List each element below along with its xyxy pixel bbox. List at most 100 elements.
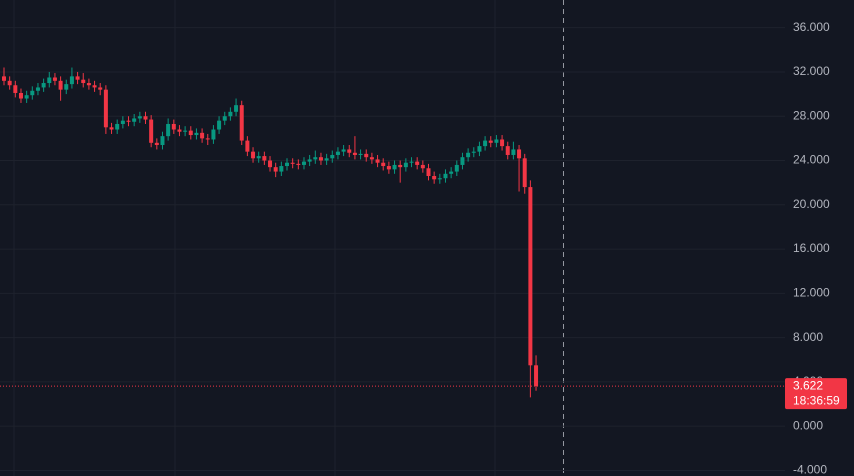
candle-body [313, 157, 318, 160]
candle-body [103, 89, 108, 128]
candle-body [409, 161, 414, 163]
candle-body [318, 157, 323, 161]
candle-body [449, 171, 454, 174]
candle-body [200, 132, 205, 139]
y-tick-label: -4.000 [793, 463, 827, 476]
candle-body [273, 167, 278, 172]
candle-body [234, 105, 239, 112]
candle-body [341, 149, 346, 152]
candle-body [471, 151, 476, 153]
candle-body [47, 77, 52, 84]
candle-body [35, 87, 40, 91]
candle-body [251, 151, 256, 159]
candle-body [2, 76, 6, 81]
candle-body [205, 138, 210, 140]
candle-body [262, 156, 267, 161]
candle-body [41, 83, 46, 88]
candle-body [296, 163, 301, 165]
candle-body [160, 136, 165, 146]
y-tick-label: 12.000 [793, 286, 830, 300]
candle-body [256, 156, 261, 159]
candle-body [466, 152, 471, 158]
candle-body [335, 151, 340, 155]
candle-body [109, 127, 114, 130]
candle-body [426, 168, 431, 177]
candle-body [7, 80, 12, 86]
y-tick-label: 16.000 [793, 241, 830, 255]
time-grid [13, 0, 496, 476]
candle-body [352, 152, 357, 155]
candle-body [488, 140, 493, 143]
candle-body [217, 120, 222, 130]
candle-body [301, 161, 306, 165]
candle-body [18, 92, 23, 99]
candle-body [137, 116, 142, 119]
candle-body [460, 157, 465, 165]
candle-body [483, 140, 488, 147]
y-tick-label: 0.000 [793, 418, 823, 432]
candle-body [92, 85, 97, 88]
candle-body [290, 162, 295, 164]
candle-body [420, 164, 425, 169]
candle-body [386, 166, 391, 170]
countdown-label: 18:36:59 [793, 393, 840, 407]
candle-body [403, 162, 408, 168]
candle-body [437, 178, 442, 180]
candle-body [415, 161, 420, 165]
y-tick-label: 32.000 [793, 64, 830, 78]
candle-body [149, 119, 154, 143]
candle-body [528, 187, 533, 366]
candle-body [228, 111, 233, 117]
candle-body [324, 158, 329, 161]
last-price-label: 3.622 [793, 378, 823, 392]
candle-body [505, 146, 510, 155]
candle-body [211, 129, 216, 140]
candle-body [534, 365, 539, 387]
candle-body [347, 149, 352, 153]
y-tick-label: 24.000 [793, 153, 830, 167]
candle-body [454, 164, 459, 172]
candle-body [154, 142, 159, 146]
candle-body [120, 120, 125, 124]
candle-body [188, 130, 193, 136]
candle-body [443, 173, 448, 179]
last-price-tag [785, 378, 847, 410]
candle-body [500, 139, 505, 147]
candle-body [132, 118, 137, 122]
y-tick-label: 20.000 [793, 197, 830, 211]
y-tick-label: 28.000 [793, 108, 830, 122]
candle-body [24, 95, 29, 99]
candle-body [392, 164, 397, 170]
candle-body [222, 116, 227, 121]
candle-body [171, 123, 176, 130]
candle-body [58, 80, 63, 90]
candle-body [369, 157, 374, 160]
candle-body [511, 149, 516, 155]
candle-body [98, 87, 103, 90]
candle-body [307, 159, 312, 162]
candle-body [364, 153, 369, 158]
candle-body [358, 153, 363, 155]
candle-body [126, 120, 131, 122]
candle-body [115, 123, 120, 130]
candle-body [522, 158, 527, 188]
candle-body [64, 84, 69, 90]
candle-body [166, 123, 171, 137]
candle-body [81, 79, 86, 84]
candle-body [13, 85, 18, 93]
candle-body [183, 130, 188, 132]
candle-body [381, 162, 386, 167]
y-tick-label: 36.000 [793, 20, 830, 34]
candle-body [285, 162, 289, 167]
candle-body [177, 129, 182, 132]
candle-body [143, 116, 148, 120]
candle-body [494, 139, 499, 143]
candle-body [279, 166, 284, 172]
candle-body [86, 83, 91, 86]
y-tick-label: 8.000 [793, 330, 823, 344]
candle-body [52, 77, 57, 81]
candle-body [477, 146, 482, 152]
candle-body [375, 159, 380, 163]
